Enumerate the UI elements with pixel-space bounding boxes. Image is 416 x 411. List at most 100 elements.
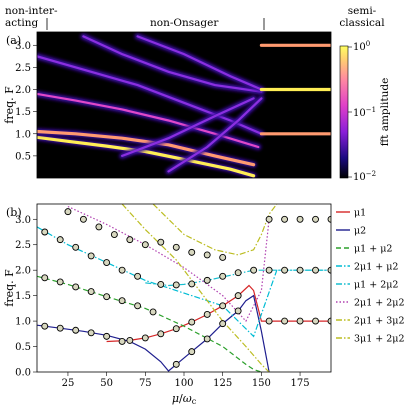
panel-a-y-ticks: 0.5 1.0 1.5 2.0 2.5 3.0 xyxy=(15,41,37,162)
data-marker xyxy=(172,325,180,333)
y-tick-label: 3.0 xyxy=(15,215,31,226)
panel-b-y-ticks: 0.0 0.5 1.0 1.5 2.0 2.5 3.0 xyxy=(15,215,37,379)
colorbar-label: fft amplitude xyxy=(379,78,391,147)
data-marker xyxy=(203,311,211,318)
x-tick-label: 175 xyxy=(291,378,310,389)
colorbar xyxy=(339,45,349,179)
legend-label-1: μ2 xyxy=(354,226,366,237)
data-marker xyxy=(327,317,331,325)
data-marker xyxy=(157,280,165,288)
data-marker xyxy=(203,335,211,343)
data-marker xyxy=(157,330,165,338)
y-tick-label: 1.5 xyxy=(15,107,31,118)
ridge-1 xyxy=(37,129,256,167)
data-marker xyxy=(172,360,180,368)
data-marker xyxy=(312,215,319,223)
panel-b-x-ticks: 25 50 75 100 125 150 175 xyxy=(62,372,310,389)
ridge-5 xyxy=(136,35,263,91)
colorbar-tick-0-1: 10−1 xyxy=(353,106,376,119)
label-semiclassical-2: classical xyxy=(339,17,385,29)
x-tick-label: 100 xyxy=(174,378,193,389)
y-tick-label: 1.0 xyxy=(15,317,31,328)
data-marker xyxy=(296,215,304,223)
data-marker xyxy=(312,266,319,274)
series-line-6 xyxy=(121,204,270,372)
data-marker xyxy=(250,266,258,274)
data-marker xyxy=(157,238,165,246)
heatmap-ridges xyxy=(37,33,331,178)
data-marker xyxy=(41,274,49,282)
data-marker xyxy=(79,215,87,223)
legend-label-3: 2μ1 + μ2 xyxy=(354,262,398,273)
panel-a-y-axis-label: freq. F xyxy=(3,86,16,124)
data-marker xyxy=(118,266,126,274)
data-marker xyxy=(141,334,149,342)
x-tick-label: 75 xyxy=(139,378,152,389)
data-marker xyxy=(64,208,72,216)
series-line-2 xyxy=(37,275,262,372)
data-marker xyxy=(296,266,304,274)
data-marker xyxy=(118,297,126,305)
data-marker xyxy=(134,302,142,310)
x-tick-label: 25 xyxy=(62,378,75,389)
data-marker xyxy=(219,320,227,328)
series-line-5 xyxy=(67,205,270,323)
data-marker xyxy=(141,241,149,249)
data-marker xyxy=(103,293,111,301)
data-marker xyxy=(188,248,196,256)
data-marker xyxy=(110,231,118,238)
data-marker xyxy=(41,228,49,236)
data-marker xyxy=(126,236,134,244)
legend-label-2: μ1 + μ2 xyxy=(354,244,392,255)
ridge-4 xyxy=(82,35,263,93)
data-marker xyxy=(172,243,180,251)
data-marker xyxy=(281,266,289,274)
data-marker xyxy=(41,322,49,330)
data-marker xyxy=(56,236,64,244)
panel-b: (b) 0.0 0.5 1.0 1.5 2.0 2.5 3.0 25 50 75 100 125 15… xyxy=(3,203,405,406)
y-tick-label: 0.5 xyxy=(15,342,31,353)
label-non-interacting-1: non-inter- xyxy=(5,5,58,17)
panel-a: (a) 0.51.01.52.02.53.0 freq. F 100 10−1 … xyxy=(3,31,391,183)
data-marker xyxy=(281,215,289,223)
series-line-3 xyxy=(37,226,331,338)
data-marker xyxy=(95,223,103,231)
y-tick-label: 2.0 xyxy=(15,266,31,277)
data-marker xyxy=(219,272,227,280)
y-tick-label: 2.5 xyxy=(15,63,31,74)
ridge-0 xyxy=(37,135,256,178)
data-marker xyxy=(281,317,289,325)
y-tick-label: 2.5 xyxy=(15,240,31,251)
data-marker xyxy=(118,338,126,345)
legend-label-5: 2μ1 + 2μ2 xyxy=(354,298,405,309)
data-marker xyxy=(203,251,211,259)
data-marker xyxy=(72,326,80,334)
x-tick-label: 125 xyxy=(213,378,232,389)
x-tick-label: 150 xyxy=(252,378,271,389)
legend-label-0: μ1 xyxy=(354,208,366,219)
data-marker xyxy=(172,281,180,289)
data-marker xyxy=(103,259,111,266)
y-tick-label: 1.5 xyxy=(15,291,31,302)
data-marker xyxy=(188,318,196,326)
data-marker xyxy=(234,269,242,277)
heatmap-frame xyxy=(36,31,332,179)
data-marker xyxy=(72,243,80,251)
data-marker xyxy=(265,317,273,325)
label-non-interacting-2: acting xyxy=(5,17,38,29)
data-marker xyxy=(56,278,64,286)
panel-a-label: (a) xyxy=(6,34,21,47)
label-semiclassical-1: semi- xyxy=(348,5,377,17)
data-marker xyxy=(219,254,227,261)
ridge-6 xyxy=(121,97,255,157)
data-marker xyxy=(327,215,331,223)
data-marker xyxy=(87,252,95,260)
data-marker xyxy=(126,336,134,344)
ridge-7 xyxy=(167,97,263,173)
data-marker xyxy=(203,276,211,284)
colorbar-tick-0-01: 10−2 xyxy=(353,170,376,183)
legend-label-7: 3μ1 + 2μ2 xyxy=(354,334,405,345)
colorbar-tick-1: 100 xyxy=(353,40,370,53)
y-tick-label: 2.0 xyxy=(15,85,31,96)
legend-label-4: μ1 + 2μ2 xyxy=(354,280,398,291)
